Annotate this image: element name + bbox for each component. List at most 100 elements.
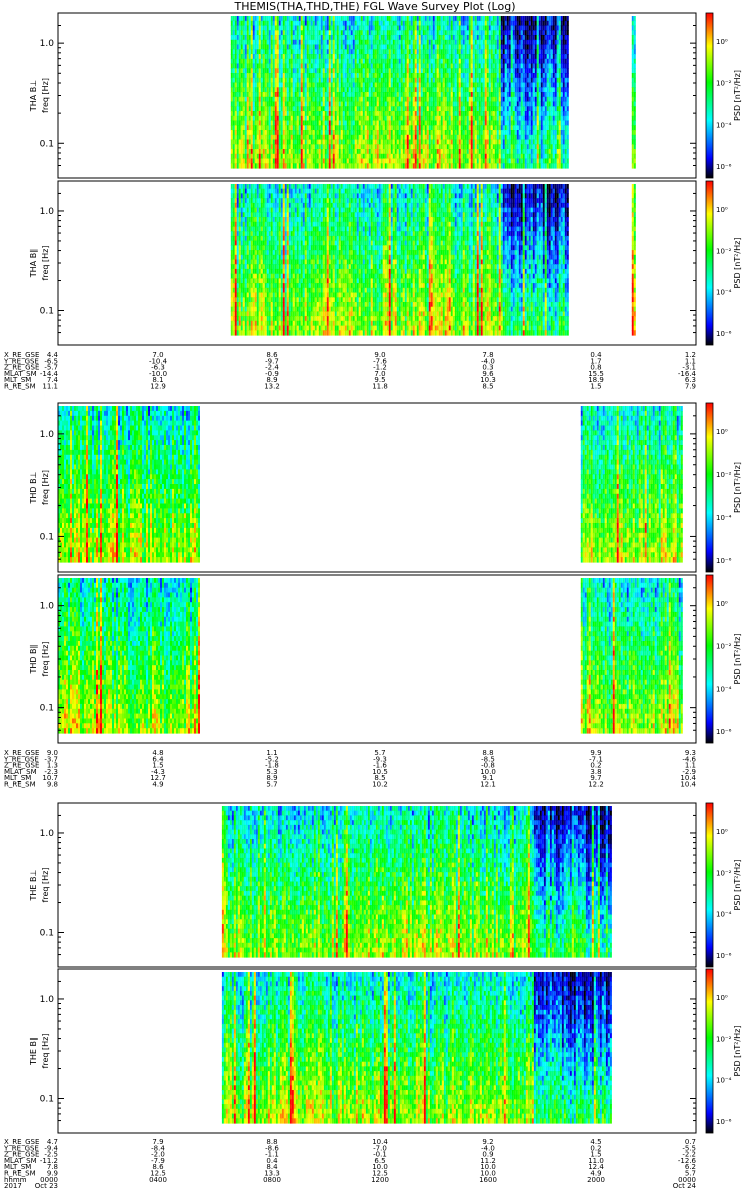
spectrogram-cell (302, 149, 305, 155)
spectrogram-cell (518, 20, 521, 27)
spectrogram-cell (258, 16, 261, 22)
spectrogram-cell (538, 139, 541, 145)
spectrogram-cell (482, 16, 485, 22)
spectrogram-cell (372, 63, 375, 69)
spectrogram-cell (496, 77, 499, 84)
spectrogram-cell (500, 30, 503, 36)
spectrogram-cell (496, 92, 499, 98)
spectrogram-cell (520, 120, 523, 126)
spectrogram-cell (466, 139, 469, 145)
spectrogram-cell (312, 120, 315, 126)
spectrogram-cell (472, 120, 475, 126)
spectrogram-cell (480, 68, 483, 74)
spectrogram-cell (298, 30, 301, 36)
spectrogram-cell (248, 68, 251, 74)
spectrogram-cell (514, 20, 517, 27)
spectrogram-cell (466, 54, 469, 60)
spectrogram-cell (434, 125, 437, 131)
spectrogram-cell (470, 111, 473, 117)
spectrogram-cell (326, 130, 329, 136)
spectrogram-cell (452, 96, 455, 103)
spectrogram-cell (468, 149, 471, 155)
spectrogram-cell (288, 101, 291, 107)
spectrogram-cell (264, 101, 267, 107)
spectrogram-cell (414, 87, 417, 93)
spectrogram-cell (236, 111, 239, 117)
spectrogram-cell (484, 106, 487, 112)
spectrogram-cell (230, 149, 233, 155)
spectrogram-cell (378, 54, 381, 60)
spectrogram-cell (386, 35, 389, 41)
spectrogram-cell (442, 30, 445, 36)
spectrogram-cell (346, 130, 349, 136)
spectrogram-cell (366, 163, 369, 169)
spectrogram-cell (314, 158, 317, 164)
spectrogram-cell (302, 58, 305, 65)
spectrogram-cell (458, 82, 461, 88)
spectrogram-cell (540, 101, 543, 107)
spectrogram-cell (362, 44, 365, 50)
spectrogram-cell (308, 73, 311, 79)
spectrogram-cell (364, 58, 367, 65)
spectrogram-cell (294, 115, 297, 122)
spectrogram-cell (418, 111, 421, 117)
spectrogram-cell (422, 35, 425, 41)
spectrogram-cell (454, 101, 457, 107)
spectrogram-cell (480, 158, 483, 164)
spectrogram-cell (256, 149, 259, 155)
spectrogram-cell (406, 39, 409, 46)
spectrogram-cell (424, 115, 427, 122)
spectrogram-cell (404, 149, 407, 155)
spectrogram-cell (258, 20, 261, 27)
spectrogram-cell (258, 149, 261, 155)
spectrogram-cell (486, 144, 489, 150)
spectrogram-cell (474, 68, 477, 74)
spectrogram-cell (424, 44, 427, 50)
spectrogram-cell (328, 73, 331, 79)
spectrogram-cell (358, 20, 361, 27)
spectrogram-cell (412, 115, 415, 122)
spectrogram-cell (316, 63, 319, 69)
spectrogram-cell (300, 77, 303, 84)
spectrogram-cell (300, 54, 303, 60)
spectrogram-cell (448, 25, 451, 31)
spectrogram-cell (302, 106, 305, 112)
spectrogram-cell (380, 139, 383, 145)
spectrogram-cell (292, 54, 295, 60)
spectrogram-cell (536, 139, 539, 145)
spectrogram-cell (314, 153, 317, 160)
spectrogram-cell (236, 101, 239, 107)
spectrogram-cell (462, 77, 465, 84)
spectrogram-cell (522, 120, 525, 126)
spectrogram-cell (410, 82, 413, 88)
spectrogram-cell (244, 54, 247, 60)
spectrogram-cell (382, 20, 385, 27)
spectrogram-cell (246, 58, 249, 65)
spectrogram-cell (534, 115, 537, 122)
spectrogram-cell (274, 111, 277, 117)
spectrogram-cell (362, 120, 365, 126)
spectrogram-cell (316, 49, 319, 55)
spectrogram-cell (254, 63, 257, 69)
spectrogram-cell (370, 30, 373, 36)
spectrogram-cell (420, 101, 423, 107)
spectrogram-cell (494, 101, 497, 107)
spectrogram-cell (486, 163, 489, 169)
spectrogram-cell (510, 25, 513, 31)
spectrogram-cell (400, 87, 403, 93)
spectrogram-cell (232, 163, 235, 169)
spectrogram-cell (482, 82, 485, 88)
spectrogram-cell (230, 87, 233, 93)
spectrogram-cell (258, 82, 261, 88)
spectrogram-cell (472, 49, 475, 55)
spectrogram-cell (328, 25, 331, 31)
spectrogram-cell (484, 82, 487, 88)
spectrogram-cell (370, 25, 373, 31)
spectrogram-cell (478, 158, 481, 164)
spectrogram-cell (398, 35, 401, 41)
spectrogram-cell (350, 44, 353, 50)
spectrogram-cell (340, 30, 343, 36)
spectrogram-cell (356, 158, 359, 164)
spectrogram-cell (256, 49, 259, 55)
spectrogram-cell (324, 35, 327, 41)
